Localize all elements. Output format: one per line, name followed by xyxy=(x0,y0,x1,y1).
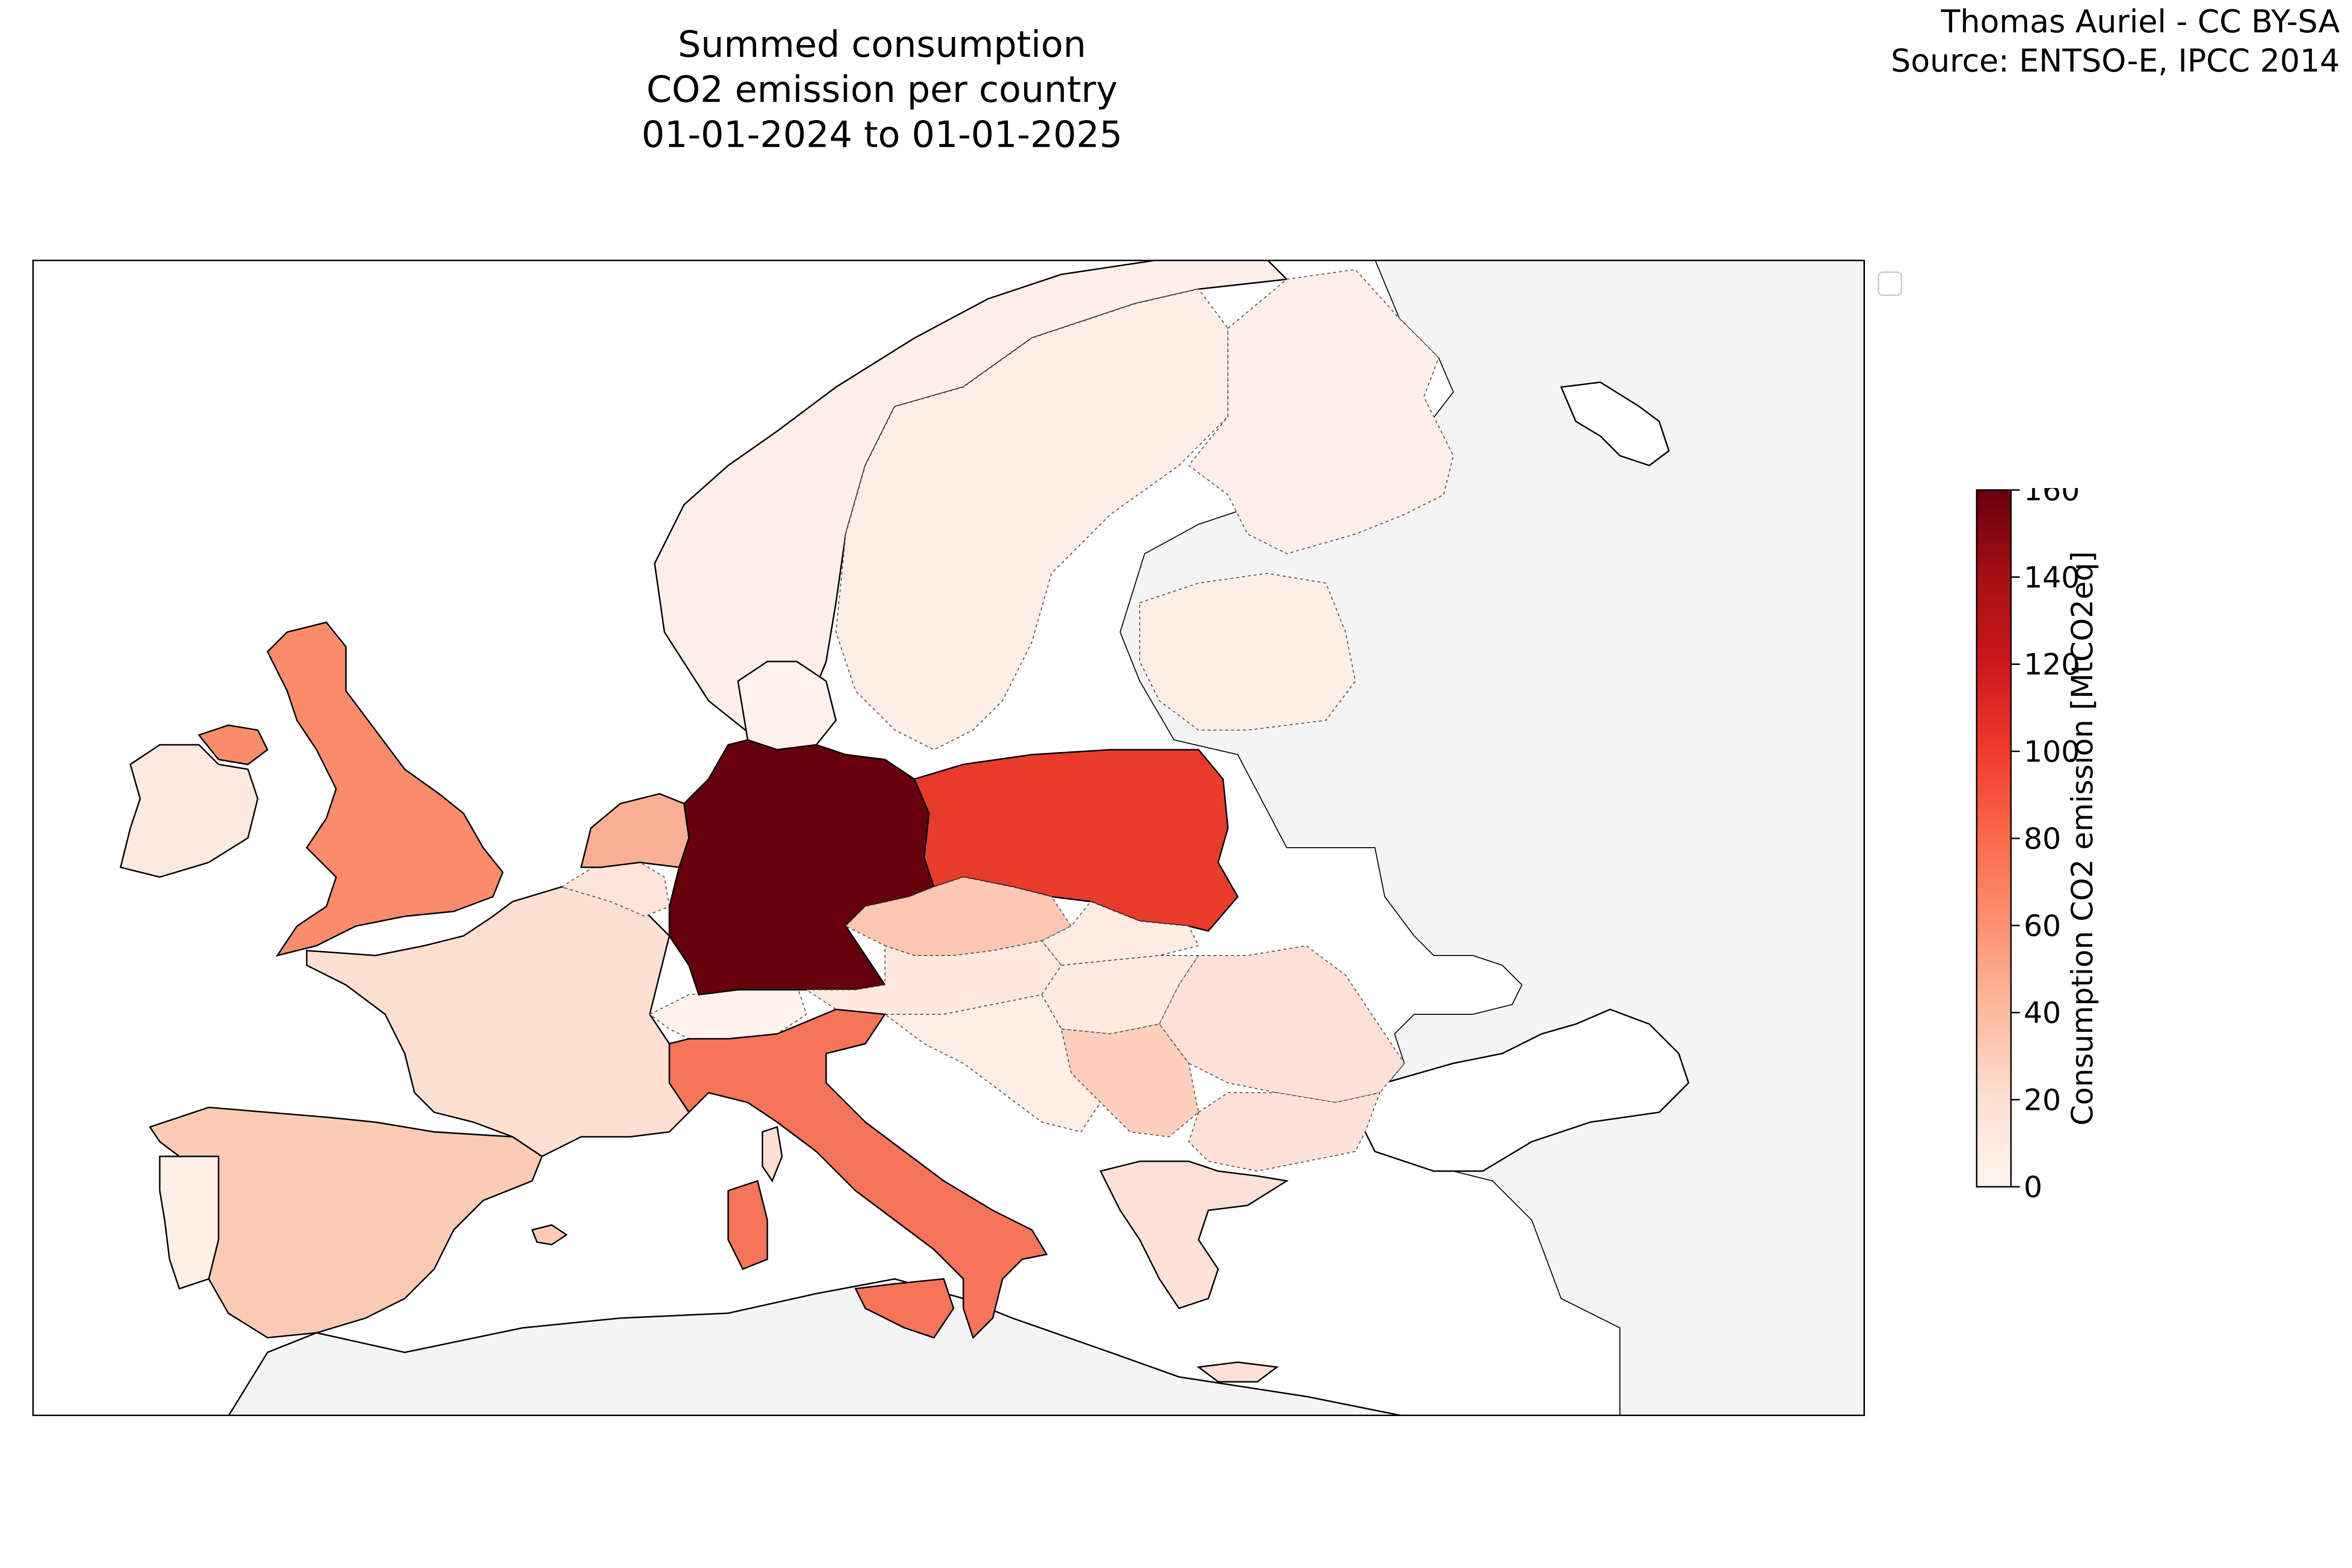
region-sweden xyxy=(835,288,1228,751)
region-portugal xyxy=(159,1155,220,1290)
colorbar-title: Consumption CO2 emission [MtCO2eq] xyxy=(2065,551,2100,1126)
region-serbia xyxy=(1060,1023,1200,1138)
region-croatia-slovenia-bosnia xyxy=(883,994,1102,1133)
colorbar-gradient xyxy=(1976,489,2012,1188)
colorbar-tick-label: 80 xyxy=(2024,822,2061,856)
colorbar-ticks: 0 20 40 60 80 100 120 140 160 xyxy=(2011,488,2080,1204)
region-corsica xyxy=(761,1126,783,1183)
region-switzerland xyxy=(649,984,808,1039)
title-line-2: 01-01-2024 to 01-01-2025 xyxy=(641,114,1123,156)
europe-map xyxy=(32,260,1865,1416)
map-title: Summed consumption CO2 emission per coun… xyxy=(637,22,1127,157)
colorbar-tick-label: 0 xyxy=(2024,1170,2042,1204)
region-belgium xyxy=(560,862,670,917)
map-frame xyxy=(32,260,1865,1416)
region-sardinia xyxy=(727,1180,768,1270)
black-sea xyxy=(1354,1008,1690,1172)
colorbar-tick-label: 140 xyxy=(2024,561,2080,595)
title-line-1: Summed consumption CO2 emission per coun… xyxy=(646,24,1118,111)
credit-line-2: Source: ENTSO-E, IPCC 2014 xyxy=(1890,43,2340,79)
empty-legend-box xyxy=(1878,271,1902,296)
colorbar-tick-label: 100 xyxy=(2024,735,2080,769)
region-romania xyxy=(1158,945,1405,1103)
credit-text: Thomas Auriel - CC BY-SA Source: ENTSO-E… xyxy=(1891,2,2340,81)
colorbar-tick-label: 120 xyxy=(2024,648,2080,682)
credit-line-1: Thomas Auriel - CC BY-SA xyxy=(1941,4,2340,40)
region-bulgaria xyxy=(1188,1092,1381,1172)
region-crete xyxy=(1197,1361,1279,1383)
region-united-kingdom xyxy=(267,621,504,957)
white-sea xyxy=(1560,381,1670,466)
north-africa xyxy=(227,1278,1405,1416)
region-italy xyxy=(668,1008,1048,1339)
colorbar-tick-label: 40 xyxy=(2024,996,2061,1030)
region-ireland xyxy=(120,744,259,878)
region-balearic xyxy=(531,1224,568,1246)
region-sicily xyxy=(854,1278,955,1339)
colorbar-tick-label: 60 xyxy=(2024,909,2061,943)
region-baltics xyxy=(1139,572,1356,731)
colorbar-tick-label: 20 xyxy=(2024,1083,2061,1117)
region-finland xyxy=(1188,269,1454,555)
region-greece xyxy=(1099,1160,1289,1309)
colorbar: 0 20 40 60 80 100 120 140 160 Consumption CO2 em… xyxy=(1976,488,2100,1204)
colorbar-tick-label: 160 xyxy=(2024,488,2080,508)
region-uk-ni xyxy=(197,724,269,765)
region-czechia xyxy=(845,876,1072,956)
